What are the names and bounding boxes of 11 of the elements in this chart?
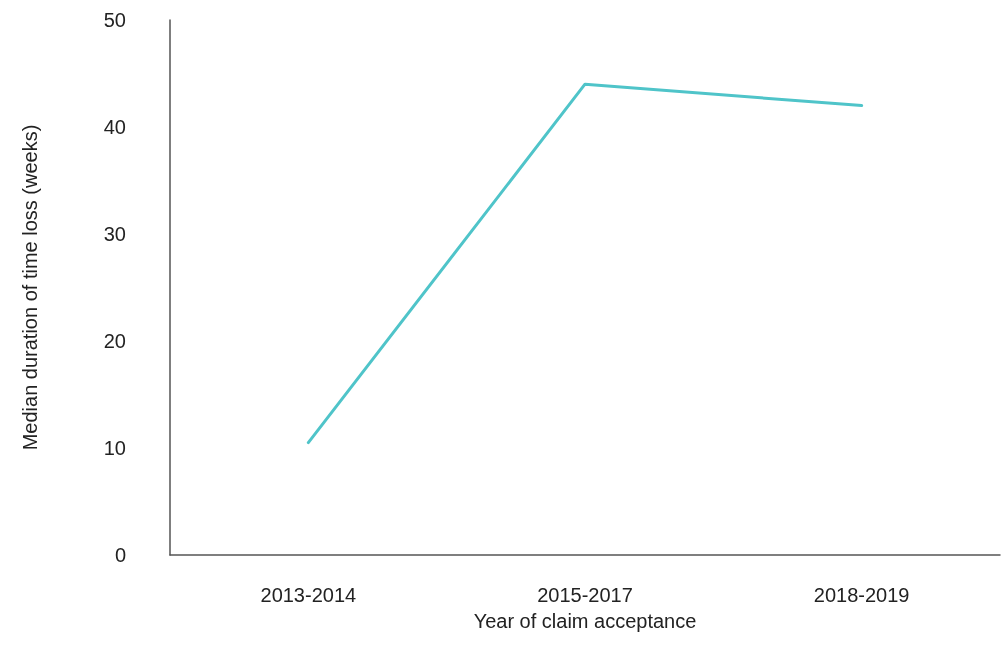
x-axis-title: Year of claim acceptance: [473, 610, 697, 632]
y-axis-title: Median duration of time loss (weeks): [19, 124, 41, 451]
y-tick-label: 50: [103, 9, 126, 31]
y-tick-label: 40: [103, 116, 126, 138]
x-tick-label: 2013-2014: [260, 584, 357, 606]
x-tick-label: 2018-2019: [813, 584, 910, 606]
x-tick-label: 2015-2017: [537, 584, 633, 606]
y-tick-label: 20: [103, 330, 126, 352]
y-tick-label: 30: [103, 223, 126, 245]
y-tick-label: 10: [103, 437, 126, 459]
y-tick-label: 0: [114, 544, 126, 566]
